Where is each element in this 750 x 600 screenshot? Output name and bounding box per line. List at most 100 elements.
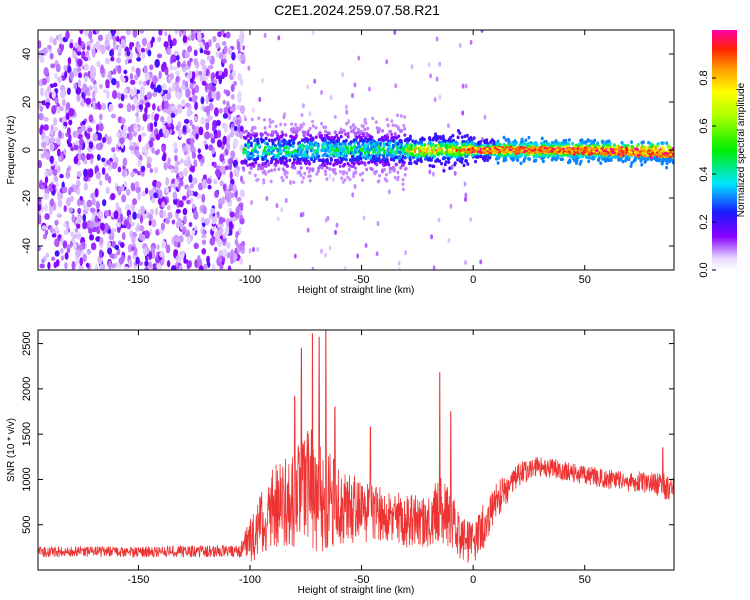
spectrogram-cell	[359, 161, 363, 165]
spectrogram-cell	[635, 147, 639, 152]
spectrogram-cell	[186, 138, 192, 145]
spectrogram-cell	[250, 117, 254, 122]
spectrogram-cell	[198, 41, 204, 48]
spectrogram-cell	[480, 148, 485, 152]
spectrogram-cell	[138, 80, 143, 86]
spectrogram-cell	[80, 152, 86, 162]
spectrogram-cell	[390, 166, 394, 171]
spectrogram-cell	[338, 164, 342, 169]
spectrogram-cell	[401, 154, 405, 159]
spectrogram-cell	[527, 151, 531, 154]
y-tick-label: 0	[21, 147, 33, 153]
spectrogram-cell	[176, 107, 183, 114]
spectrogram-cell	[385, 172, 389, 177]
spectrogram-cell	[467, 147, 471, 151]
spectrogram-cell	[265, 142, 269, 146]
spectrogram-cell	[61, 186, 68, 194]
spectrogram-cell	[155, 181, 162, 189]
spectrogram-cell	[165, 187, 169, 193]
spectrogram-cell	[514, 152, 519, 156]
spectrogram-cell	[567, 160, 571, 164]
spectrogram-cell	[515, 150, 519, 153]
spectrogram-cell	[110, 227, 117, 233]
spectrogram-cell	[210, 137, 216, 144]
spectrogram-cell	[85, 97, 91, 105]
spectrogram-cell	[60, 236, 64, 245]
spectrogram-cell	[573, 158, 577, 163]
spectrogram-cell	[172, 141, 178, 149]
spectrogram-cell	[149, 122, 154, 132]
spectrogram-cell	[365, 167, 369, 172]
spectrogram-cell	[345, 171, 349, 175]
spectrogram-cell	[190, 138, 195, 145]
spectrogram-cell	[458, 148, 462, 153]
spectrogram-cell	[374, 157, 378, 161]
spectrogram-cell	[558, 147, 562, 151]
spectrogram-cell	[474, 146, 478, 150]
spectrogram-cell	[376, 126, 380, 131]
spectrogram-cell	[220, 30, 225, 36]
spectrogram-cell	[363, 148, 367, 152]
spectrogram-cell	[463, 181, 467, 187]
spectrogram-cell	[606, 148, 610, 151]
spectrogram-cell	[92, 43, 96, 50]
spectrogram-cell	[49, 198, 55, 207]
spectrogram-cell	[617, 157, 621, 162]
spectrogram-cell	[186, 199, 191, 205]
spectrogram-cell	[130, 221, 135, 227]
spectrogram-cell	[531, 141, 535, 146]
spectrogram-cell	[534, 158, 538, 163]
spectrogram-cell	[102, 136, 106, 144]
spectrogram-cell	[249, 166, 253, 170]
spectrogram-cell	[153, 120, 158, 128]
spectrogram-cell	[66, 87, 71, 95]
spectrogram-cell	[320, 165, 324, 170]
spectrogram-cell	[385, 157, 389, 162]
spectrogram-cell	[42, 47, 48, 55]
spectrogram-cell	[97, 210, 104, 220]
spectrogram-cell	[318, 135, 322, 139]
spectrogram-cell	[174, 30, 179, 35]
spectrogram-cell	[165, 176, 170, 186]
spectrogram-cell	[212, 35, 217, 43]
spectrogram-cell	[303, 171, 307, 176]
spectrogram-cell	[302, 144, 306, 149]
spectrogram-cell	[267, 162, 271, 167]
spectrogram-cell	[411, 149, 415, 154]
spectrogram-cell	[145, 102, 151, 108]
spectrogram-cell	[38, 246, 42, 252]
spectrogram-cell	[492, 140, 496, 144]
spectrogram-cell	[323, 163, 327, 168]
spectrogram-cell	[283, 172, 287, 176]
spectrogram-cell	[65, 170, 71, 179]
spectrogram-cell	[380, 159, 384, 164]
spectrogram-cell	[350, 164, 354, 169]
spectrogram-cell	[432, 148, 436, 152]
spectrogram-cell	[436, 152, 440, 156]
spectrogram-cell	[306, 227, 310, 233]
spectrogram-cell	[186, 109, 192, 118]
colorbar-tick-label: 0.8	[698, 70, 710, 85]
spectrogram-cell	[251, 162, 255, 167]
spectrogram-cell	[178, 128, 182, 139]
spectrogram-cell	[551, 144, 555, 149]
spectrogram-cell	[157, 36, 162, 42]
spectrogram-cell	[64, 262, 68, 270]
spectrogram-cell	[111, 30, 117, 36]
spectrogram-cell	[38, 214, 42, 221]
spectrogram-cell	[665, 165, 669, 170]
spectrogram-cell	[401, 177, 405, 182]
spectrogram-cell	[135, 116, 141, 124]
spectrogram-cell	[537, 148, 541, 152]
spectrogram-cell	[239, 175, 244, 183]
spectrogram-cell	[374, 120, 378, 124]
spectrogram-cell	[324, 172, 328, 177]
spectrogram-cell	[225, 89, 231, 97]
spectrogram-cell	[251, 107, 255, 113]
spectrogram-cell	[331, 177, 335, 183]
spectrogram-cell	[249, 136, 253, 140]
spectrogram-cell	[102, 199, 107, 207]
spectrogram-cell	[222, 135, 228, 146]
